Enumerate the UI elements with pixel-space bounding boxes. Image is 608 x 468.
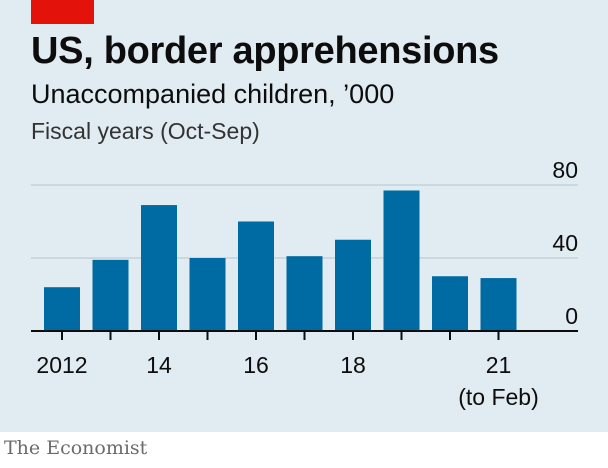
bar <box>432 276 468 331</box>
bar <box>189 258 226 331</box>
x-tick-label: 2012 <box>36 352 87 378</box>
y-tick-label: 40 <box>552 230 578 256</box>
x-tick-label: 16 <box>243 352 269 378</box>
bar-chart: 0 40 80 2012 14 16 18 21 (to Feb) <box>31 157 578 410</box>
chart-note: Fiscal years (Oct-Sep) <box>31 118 260 144</box>
x-tick-label: 18 <box>340 352 366 378</box>
bar <box>141 205 177 331</box>
chart-subtitle: Unaccompanied children, ’000 <box>31 79 395 109</box>
bar <box>238 221 274 331</box>
x-tick-label: 21 <box>486 352 512 378</box>
chart-title: US, border apprehensions <box>31 30 499 72</box>
source-label: The Economist <box>4 437 148 459</box>
bar <box>480 278 517 331</box>
x-tick-label: 14 <box>146 352 172 378</box>
bar <box>44 287 80 331</box>
brand-red-bar <box>31 0 94 24</box>
bar <box>383 190 420 331</box>
chart-panel <box>0 0 608 432</box>
bar <box>92 259 129 331</box>
bar <box>335 239 371 331</box>
y-tick-label: 80 <box>552 157 578 183</box>
x-tick-sublabel: (to Feb) <box>458 384 539 410</box>
bar <box>286 256 323 331</box>
y-tick-label: 0 <box>565 303 578 329</box>
